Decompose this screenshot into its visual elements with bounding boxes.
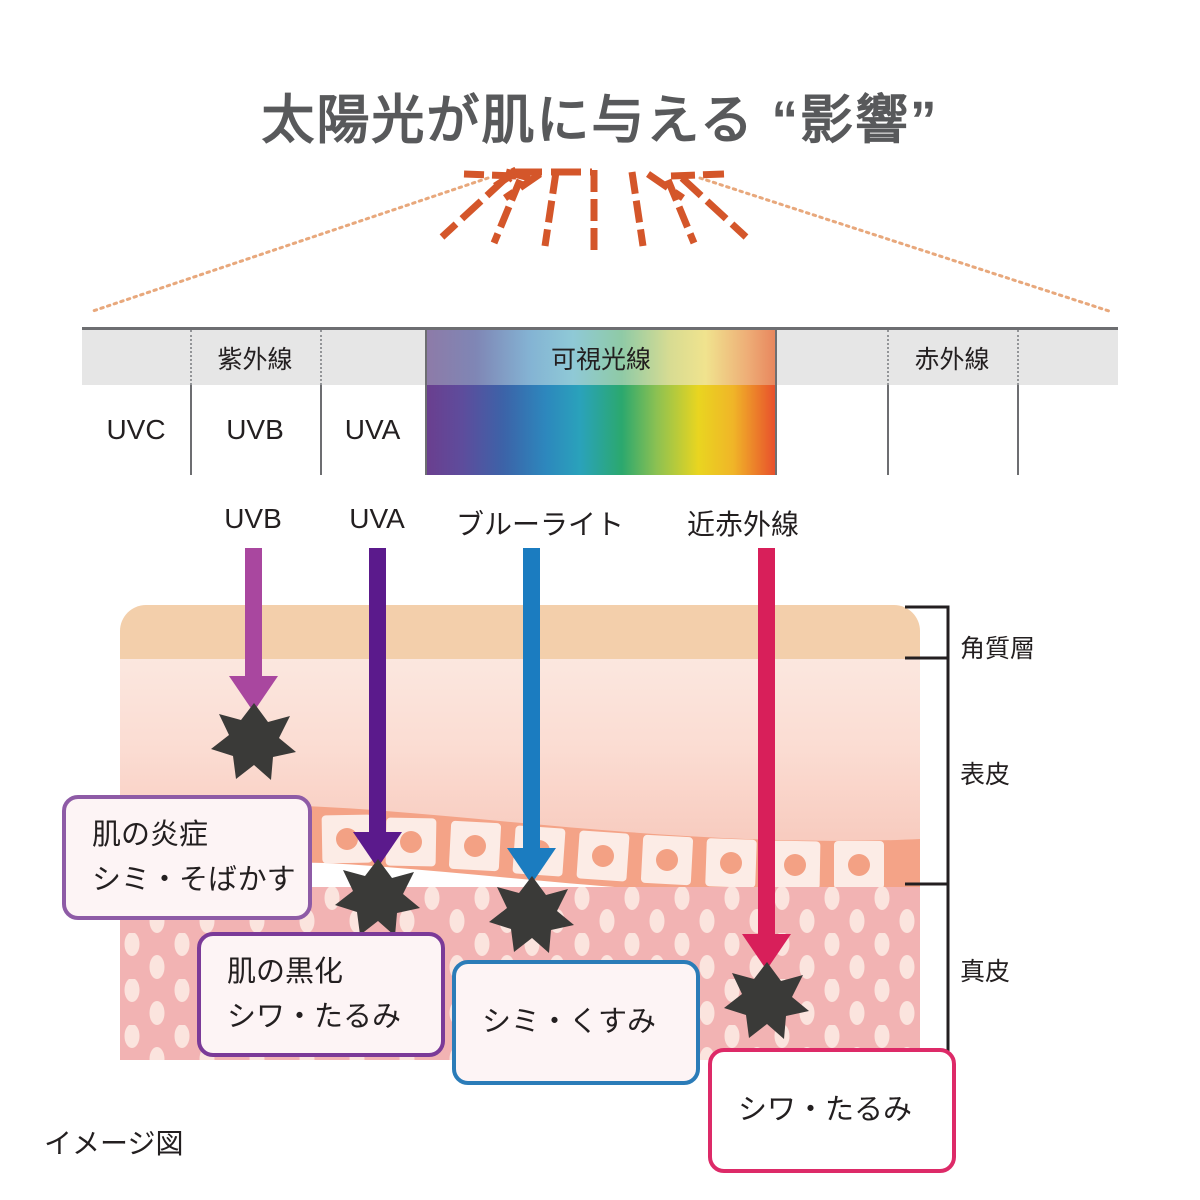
beam-label-uvb: UVB — [224, 503, 282, 534]
body-cell-blank-right — [1017, 385, 1118, 475]
callout-uva-line-2: シワ・たるみ — [227, 1000, 402, 1033]
header-cell-infrared: 赤外線 — [914, 345, 990, 374]
spectrum-header-row: 紫外線 可視光線 赤外線 — [82, 330, 1118, 385]
guide-lines — [88, 176, 1114, 314]
beam-label-uva: UVA — [349, 503, 405, 534]
header-divider-2 — [320, 330, 322, 385]
sunburst-rays-outer — [439, 168, 749, 240]
sunburst-rays — [490, 170, 698, 252]
callout-blue-light: シミ・くすみ — [452, 960, 700, 1085]
callout-uvb-line-2: シミ・そばかす — [92, 863, 296, 896]
body-cell-visible — [425, 385, 777, 475]
header-cell-uv: 紫外線 — [217, 345, 293, 374]
header-cell-blank-left — [82, 330, 190, 385]
body-divider-4 — [1017, 385, 1019, 475]
page-title: 太陽光が肌に与える “影響” — [261, 91, 939, 150]
callout-near-infrared: シワ・たるみ — [708, 1048, 956, 1173]
header-cell-visible: 可視光線 — [550, 345, 651, 374]
visible-light-header-gradient: 可視光線 — [425, 330, 777, 385]
header-divider-3 — [887, 330, 889, 385]
spectrum-table: 紫外線 可視光線 赤外線 UVC UVB UVA — [82, 327, 1118, 475]
header-cell-blank-uva — [320, 330, 425, 385]
header-cell-blank-mid — [777, 330, 887, 385]
callout-blue-light-line-1: シミ・くすみ — [482, 1006, 657, 1039]
callout-uva: 肌の黒化 シワ・たるみ — [197, 932, 445, 1057]
header-cell-blank-right — [1017, 330, 1118, 385]
layer-label-stratum-corneum: 角質層 — [960, 635, 1036, 663]
layer-label-epidermis: 表皮 — [960, 761, 1011, 789]
callout-uvb-line-1: 肌の炎症 — [92, 818, 209, 851]
body-cell-blank-ir — [887, 385, 1017, 475]
body-divider-1 — [190, 385, 192, 475]
image-caption: イメージ図 — [44, 1128, 184, 1159]
sunburst-long-rays — [505, 166, 531, 183]
callout-uvb: 肌の炎症 シミ・そばかす — [62, 795, 312, 920]
header-divider-1 — [190, 330, 192, 385]
header-divider-4 — [1017, 330, 1019, 385]
layer-label-dermis: 真皮 — [960, 958, 1011, 986]
body-divider-3 — [887, 385, 889, 475]
callout-uva-line-1: 肌の黒化 — [227, 955, 344, 988]
beam-label-near-infrared: 近赤外線 — [686, 509, 800, 540]
body-cell-uva: UVA — [344, 414, 401, 445]
spectrum-body-row: UVC UVB UVA — [82, 385, 1118, 475]
body-divider-2 — [320, 385, 322, 475]
callout-near-infrared-line-1: シワ・たるみ — [738, 1094, 913, 1127]
stratum-corneum-layer — [120, 605, 920, 659]
sunburst-rays-fan — [463, 170, 725, 201]
beam-label-blue-light: ブルーライト — [455, 509, 625, 540]
body-cell-uvb: UVB — [226, 414, 284, 445]
body-cell-uvc: UVC — [106, 414, 166, 445]
body-cell-blank-mid — [777, 385, 887, 475]
